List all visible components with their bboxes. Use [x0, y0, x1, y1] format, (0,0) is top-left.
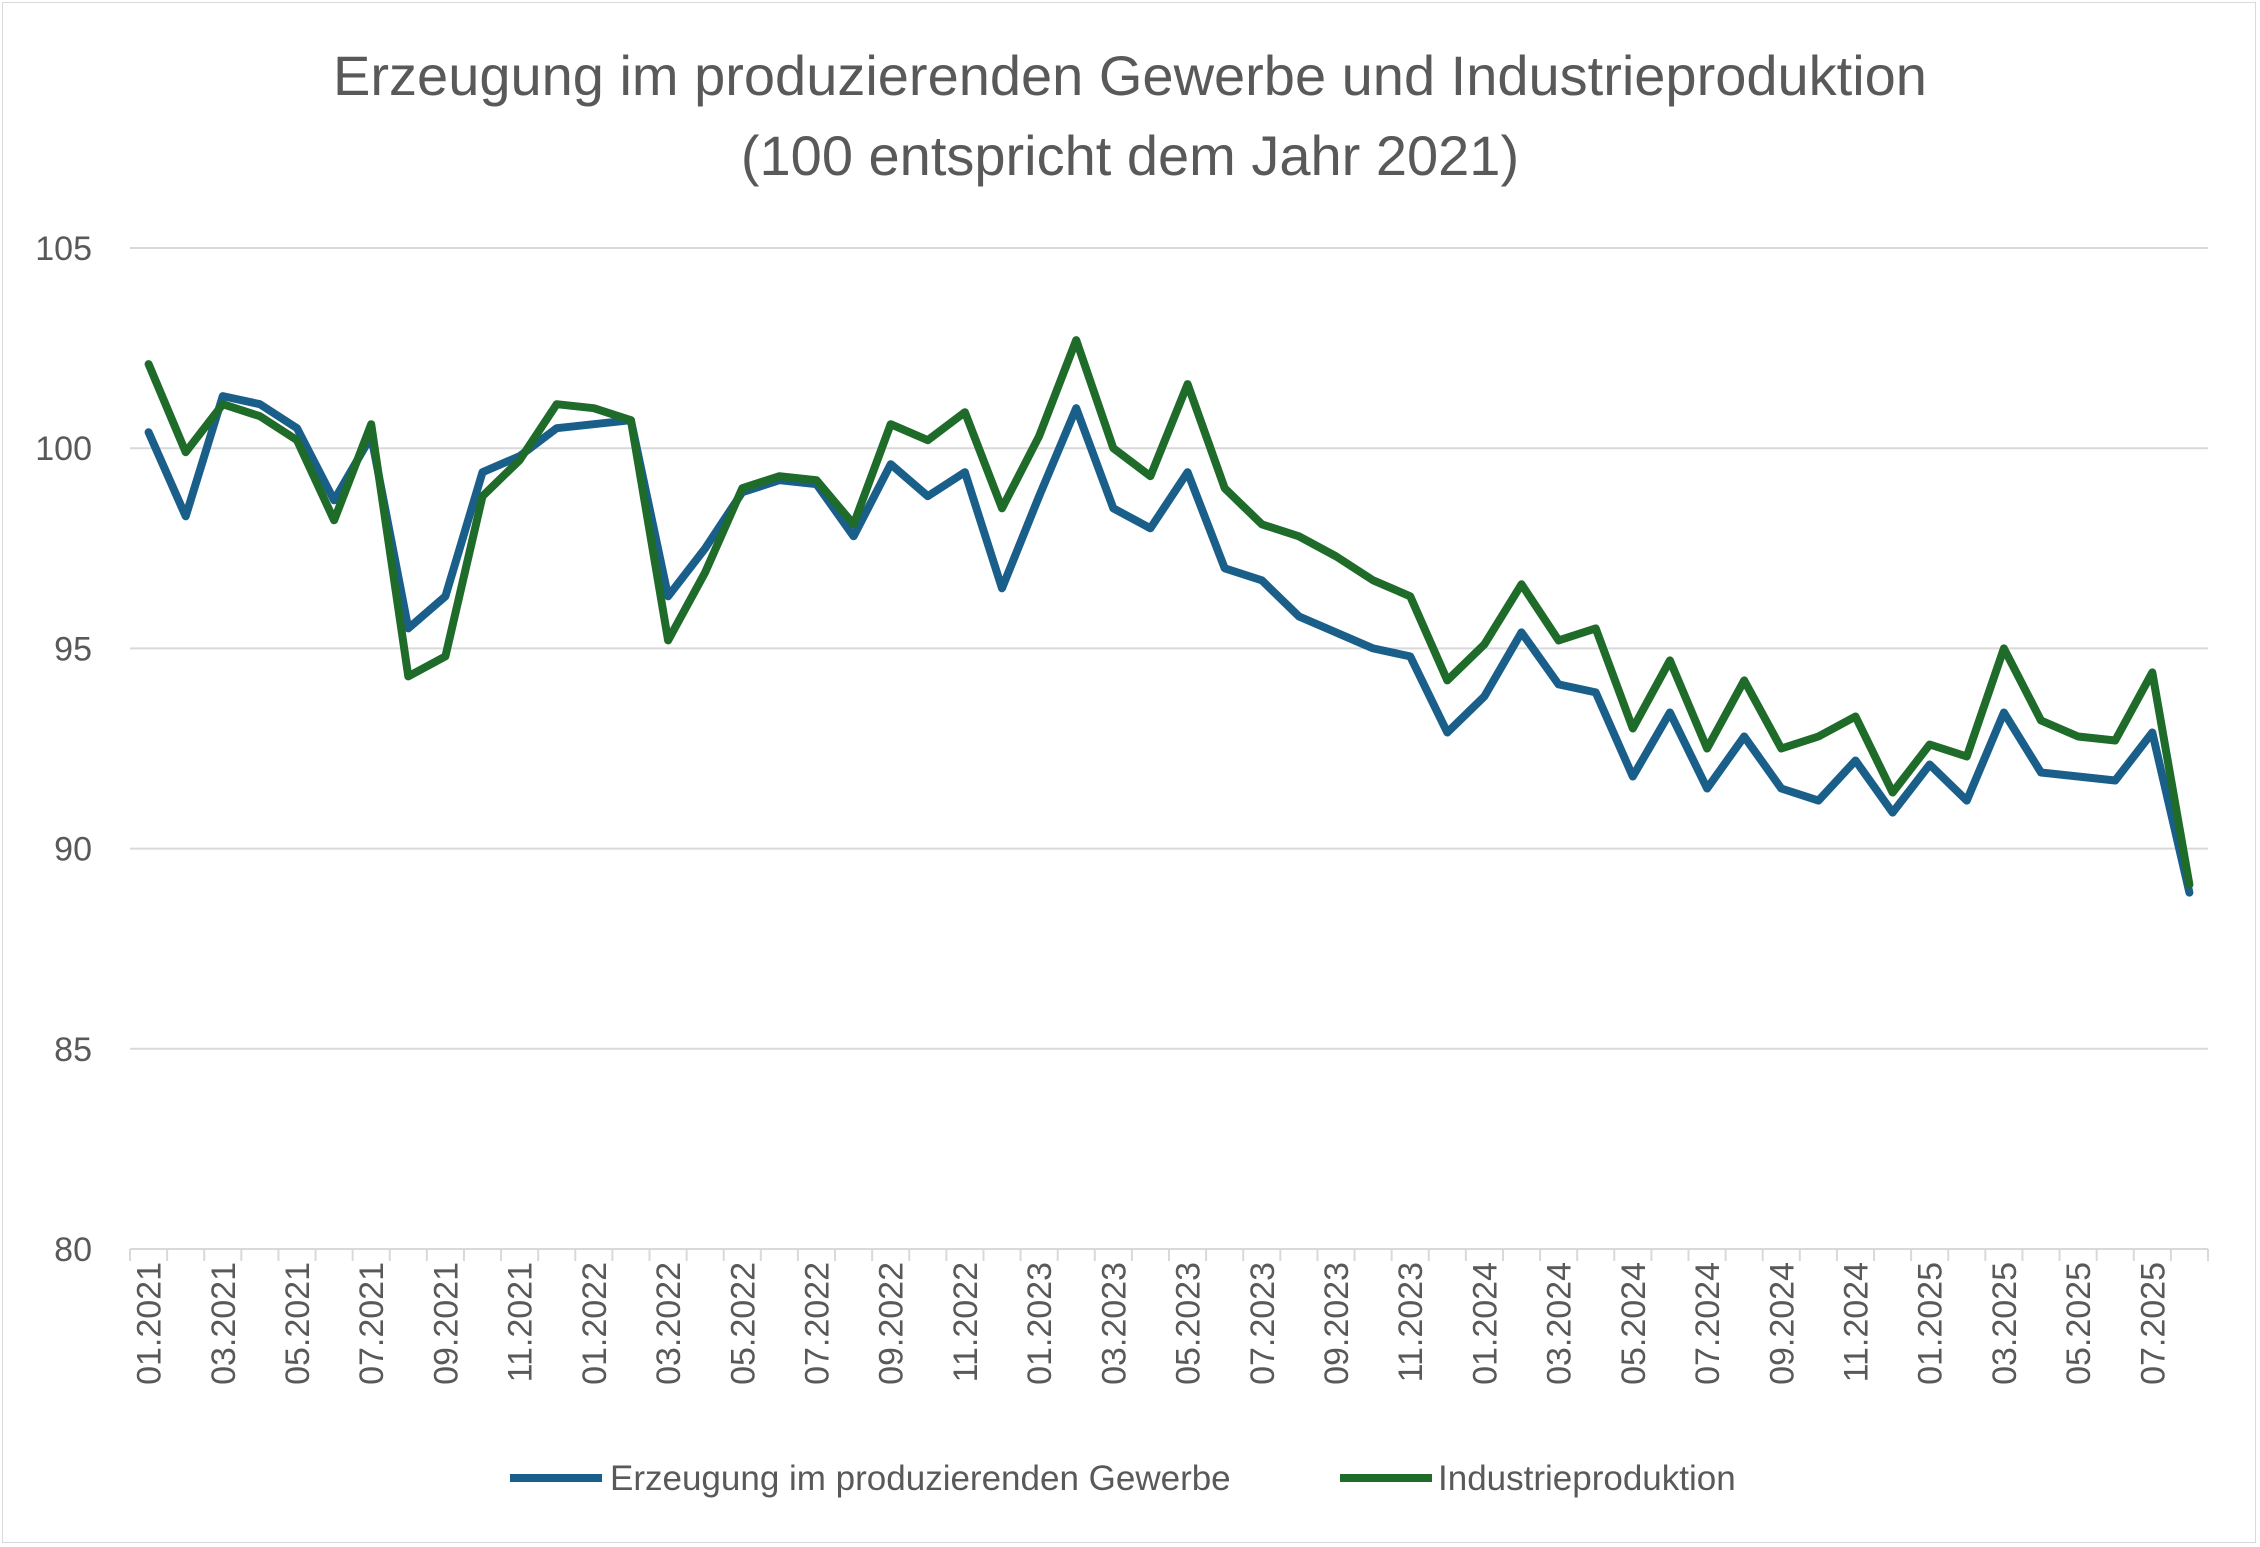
- x-tick-label: 05.2023: [1170, 1262, 1208, 1385]
- x-tick-label: 01.2022: [576, 1262, 614, 1385]
- x-tick-label: 01.2024: [1466, 1262, 1504, 1385]
- x-tick-label: 07.2023: [1244, 1262, 1282, 1385]
- x-tick-label: 11.2021: [502, 1262, 540, 1382]
- y-tick-label: 85: [54, 1031, 92, 1069]
- x-tick-label: 01.2025: [1912, 1262, 1950, 1385]
- x-tick-label: 03.2022: [650, 1262, 688, 1385]
- legend-label-industrie: Industrieproduktion: [1438, 1459, 1736, 1498]
- y-tick-label: 95: [54, 630, 92, 668]
- x-tick-label: 07.2024: [1689, 1262, 1727, 1385]
- x-tick-label: 11.2022: [947, 1262, 985, 1382]
- y-axis: 80 85 90 95 100 105: [35, 230, 92, 1269]
- x-tick-label: 09.2022: [873, 1262, 911, 1385]
- series-lines: [144, 336, 2194, 897]
- legend-label-erzeugung: Erzeugung im produzierenden Gewerbe: [610, 1459, 1231, 1498]
- x-tick-label: 05.2025: [2060, 1262, 2098, 1385]
- x-tick-label: 05.2024: [1615, 1262, 1653, 1385]
- chart-title-line2: (100 entspricht dem Jahr 2021): [741, 124, 1519, 187]
- x-tick-label: 05.2021: [279, 1262, 317, 1385]
- x-tick-label: 03.2025: [1986, 1262, 2024, 1385]
- x-tick-label: 11.2023: [1392, 1262, 1430, 1382]
- y-tick-label: 90: [54, 831, 92, 869]
- x-tick-label: 09.2021: [427, 1262, 465, 1385]
- x-tick-label: 03.2023: [1095, 1262, 1133, 1385]
- x-tick-label: 01.2021: [131, 1262, 169, 1385]
- x-tick-label: 07.2022: [798, 1262, 836, 1385]
- legend: Erzeugung im produzierenden Gewerbe Indu…: [510, 1459, 1736, 1498]
- series-line-erzeugung: [144, 392, 2194, 897]
- y-tick-label: 100: [35, 430, 92, 468]
- x-tick-label: 07.2021: [353, 1262, 391, 1385]
- x-tick-label: 01.2023: [1021, 1262, 1059, 1385]
- x-tick-label: 11.2024: [1837, 1262, 1875, 1382]
- x-tick-label: 09.2024: [1763, 1262, 1801, 1385]
- series-line-industrie: [144, 336, 2194, 889]
- chart-title-line1: Erzeugung im produzierenden Gewerbe und …: [333, 44, 1927, 107]
- x-tick-label: 03.2024: [1541, 1262, 1579, 1385]
- y-tick-label: 80: [54, 1231, 92, 1269]
- x-tick-label: 05.2022: [724, 1262, 762, 1385]
- y-tick-label: 105: [35, 230, 92, 268]
- x-tick-label: 09.2023: [1318, 1262, 1356, 1385]
- x-tick-label: 03.2021: [205, 1262, 243, 1385]
- gridlines: [130, 247, 2208, 1250]
- x-axis: 01.2021 03.2021 05.2021 07.2021 09.2021 11.20…: [129, 1249, 2209, 1385]
- x-tick-label: 07.2025: [2134, 1262, 2172, 1385]
